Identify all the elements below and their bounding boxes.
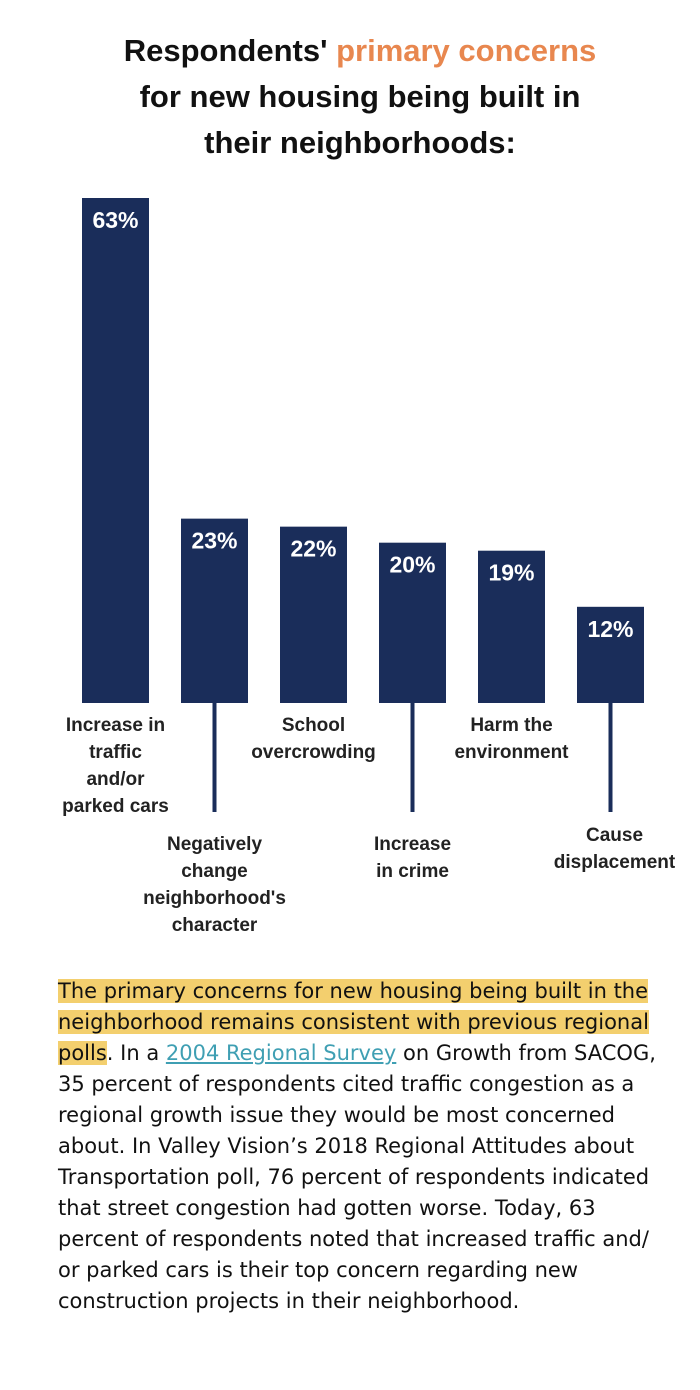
- bar-traffic: [82, 198, 149, 703]
- bar-displacement: [577, 606, 644, 703]
- title-part1: Respondents': [123, 33, 337, 68]
- survey-link[interactable]: 2004 Regional Survey: [165, 1041, 397, 1065]
- title-accent: primary concerns: [336, 33, 597, 68]
- bar-character: [181, 518, 248, 703]
- category-label-crime: Increase in crime: [374, 834, 451, 882]
- value-label-traffic: 63%: [92, 207, 138, 233]
- chart-title: Respondents' primary concerns for new hou…: [0, 28, 700, 166]
- title-line2: for new housing being built in: [139, 79, 581, 114]
- bar-crime: [379, 542, 446, 703]
- title-line3: their neighborhoods:: [204, 125, 516, 160]
- value-label-character: 23%: [191, 528, 237, 554]
- category-label-school: School overcrowding: [251, 715, 376, 763]
- value-label-crime: 20%: [389, 552, 435, 578]
- value-label-school: 22%: [290, 536, 336, 562]
- category-label-traffic: Increase in traffic and/or parked cars: [62, 715, 169, 817]
- bar-environment: [478, 550, 545, 703]
- body-text-1: . In a: [106, 1041, 166, 1065]
- value-label-displacement: 12%: [587, 616, 633, 642]
- category-label-character: Negatively change neighborhood's character: [143, 834, 286, 936]
- value-label-environment: 19%: [488, 560, 534, 586]
- bar-school: [280, 526, 347, 703]
- category-label-displacement: Cause displacement: [554, 825, 676, 873]
- bar-chart: 63% Increase in traffic and/or parked cars 23…: [62, 198, 676, 936]
- category-label-environment: Harm the environment: [454, 715, 569, 763]
- body-text-2: on Growth from SACOG, 35 percent of resp…: [58, 1041, 656, 1313]
- body-paragraph: The primary concerns for new housing bei…: [58, 976, 658, 1317]
